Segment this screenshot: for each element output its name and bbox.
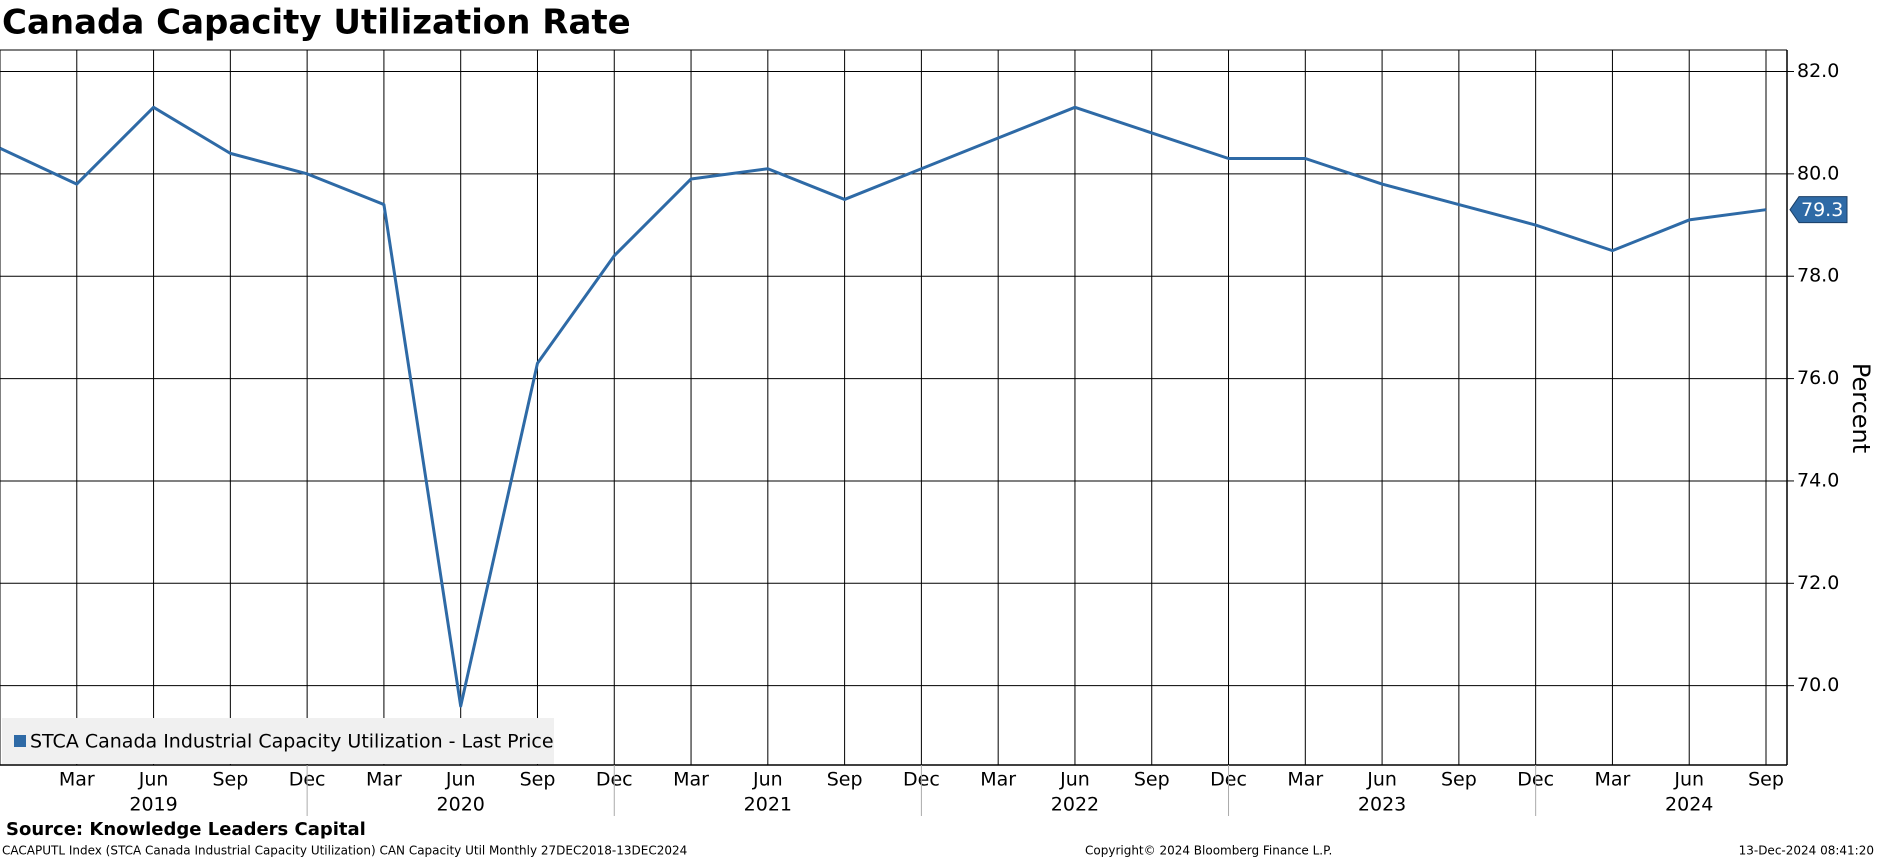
footer-center: Copyright© 2024 Bloomberg Finance L.P. [1085, 844, 1332, 858]
year-label: 2022 [1051, 794, 1099, 816]
x-tick-label: Sep [212, 769, 248, 791]
x-tick-label: Jun [138, 769, 169, 791]
y-tick-label: 72.0 [1797, 572, 1839, 594]
x-tick-label: Sep [520, 769, 556, 791]
x-tick-label: Jun [445, 769, 476, 791]
footer-left: CACAPUTL Index (STCA Canada Industrial C… [2, 844, 687, 858]
x-tick-label: Sep [827, 769, 863, 791]
x-tick-label: Jun [752, 769, 783, 791]
legend-swatch [14, 735, 26, 747]
y-tick-label: 80.0 [1797, 162, 1839, 184]
y-tick-label: 70.0 [1797, 674, 1839, 696]
x-tick-label: Jun [1673, 769, 1704, 791]
x-tick-label: Sep [1748, 769, 1784, 791]
x-tick-label: Jun [1366, 769, 1397, 791]
x-tick-label: Mar [366, 769, 402, 791]
year-label: 2023 [1358, 794, 1406, 816]
y-axis-label: Percent [1847, 363, 1875, 453]
last-value-label: 79.3 [1801, 199, 1843, 221]
last-value-tag [1789, 196, 1848, 224]
year-label: 2019 [129, 794, 177, 816]
legend-label: STCA Canada Industrial Capacity Utilizat… [30, 731, 554, 753]
x-tick-label: Sep [1441, 769, 1477, 791]
x-tick-label: Mar [673, 769, 709, 791]
year-label: 2020 [437, 794, 485, 816]
y-tick-label: 82.0 [1797, 60, 1839, 82]
x-tick-label: Sep [1134, 769, 1170, 791]
legend-box [2, 718, 554, 764]
y-tick-label: 74.0 [1797, 469, 1839, 491]
y-tick-label: 78.0 [1797, 265, 1839, 287]
year-label: 2024 [1665, 794, 1713, 816]
x-tick-label: Jun [1059, 769, 1090, 791]
chart-title: Canada Capacity Utilization Rate [2, 3, 631, 43]
source: Source: Knowledge Leaders Capital [6, 819, 366, 840]
x-tick-label: Mar [1287, 769, 1323, 791]
data-line [0, 105, 1767, 708]
year-label: 2021 [744, 794, 792, 816]
x-tick-label: Mar [59, 769, 95, 791]
footer-right: 13-Dec-2024 08:41:20 [1739, 844, 1874, 858]
x-tick-label: Mar [1595, 769, 1631, 791]
x-tick-label: Mar [980, 769, 1016, 791]
y-tick-label: 76.0 [1797, 367, 1839, 389]
